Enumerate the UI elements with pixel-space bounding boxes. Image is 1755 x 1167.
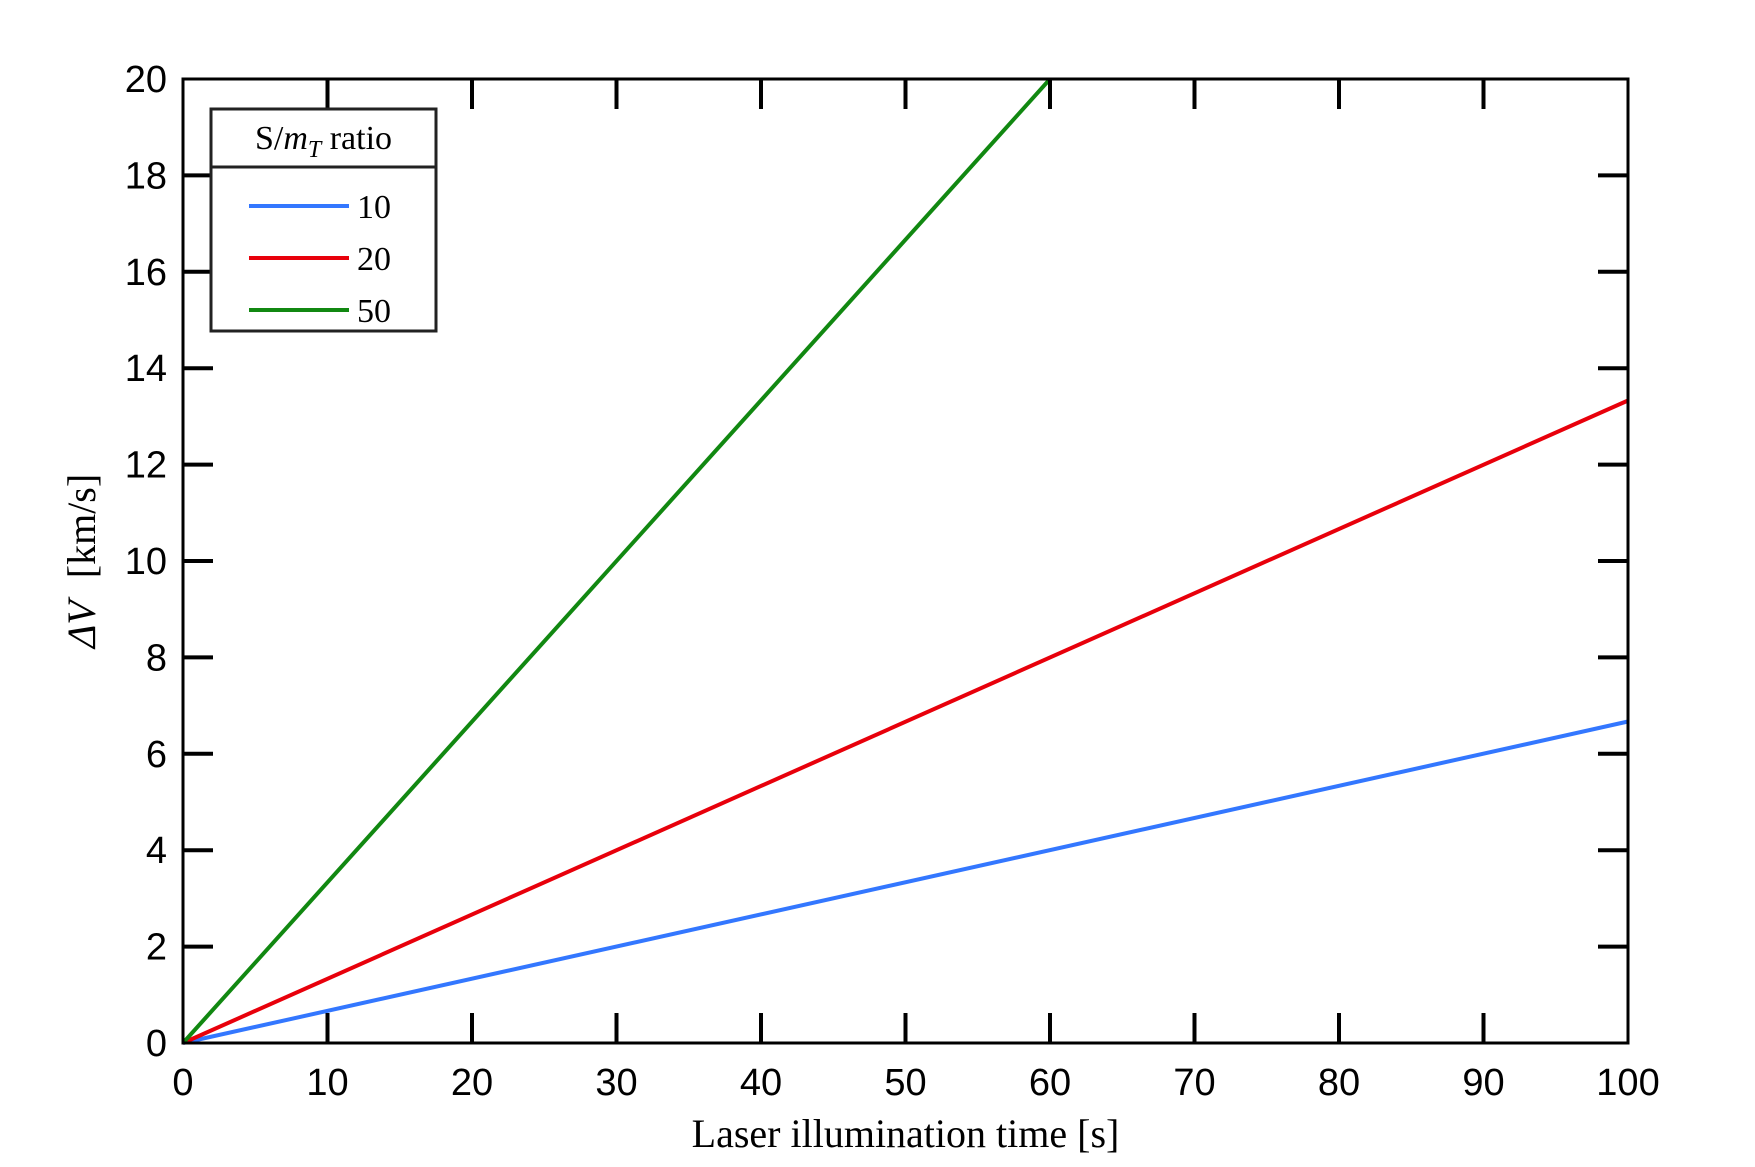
tick-labels-layer: 0 10 20 30 40 50 60 70 80 90 100 0 2 4 6 8 10 12 14 16 18 20 (125, 59, 1660, 1104)
legend-box (209, 107, 438, 333)
y-tick-label: 16 (125, 252, 167, 294)
y-tick-label: 2 (146, 927, 167, 969)
x-tick-label: 90 (1462, 1062, 1504, 1104)
x-tick-label: 30 (595, 1062, 637, 1104)
y-tick-label: 4 (146, 830, 167, 872)
y-tick-label: 10 (125, 541, 167, 583)
y-tick-label: 8 (146, 637, 167, 679)
x-tick-label: 70 (1173, 1062, 1215, 1104)
legend-label-10: 10 (357, 189, 391, 226)
legend-title-suffix: ratio (321, 120, 392, 157)
x-tick-label: 50 (884, 1062, 926, 1104)
series-line-20 (182, 398, 1629, 1045)
y-axis-title: ΔV [km/s] (59, 474, 104, 650)
series-layer (181, 77, 1629, 1045)
y-tick-label: 6 (146, 734, 167, 776)
y-axis-symbol: ΔV (59, 596, 104, 650)
y-tick-label: 18 (125, 155, 167, 197)
x-axis-title: Laser illumination time [s] (692, 1111, 1120, 1156)
legend-title-sub: T (308, 137, 323, 163)
legend-title: S/mT ratio (255, 120, 392, 163)
plot-frame (181, 77, 1630, 1045)
y-tick-label: 14 (125, 348, 167, 390)
legend-entries: 10 20 50 (249, 189, 391, 330)
legend: S/mT ratio 10 20 50 (209, 107, 438, 333)
y-tick-label: 12 (125, 445, 167, 487)
x-tick-label: 60 (1029, 1062, 1071, 1104)
y-tick-label: 0 (146, 1023, 167, 1065)
x-tick-label: 20 (451, 1062, 493, 1104)
legend-title-var: m (283, 120, 308, 157)
y-tick-label: 20 (125, 59, 167, 101)
series-line-50 (181, 77, 1052, 1045)
legend-title-prefix: S/ (255, 120, 284, 157)
x-tick-label: 40 (740, 1062, 782, 1104)
x-tick-label: 80 (1318, 1062, 1360, 1104)
legend-label-20: 20 (357, 241, 391, 278)
x-tick-label: 0 (172, 1062, 193, 1104)
legend-label-50: 50 (357, 293, 391, 330)
x-tick-label: 10 (306, 1062, 348, 1104)
x-tick-label: 100 (1596, 1062, 1659, 1104)
ticks-layer (183, 79, 1628, 1043)
series-line-10 (182, 719, 1629, 1045)
y-axis-unit: [km/s] (59, 474, 104, 578)
